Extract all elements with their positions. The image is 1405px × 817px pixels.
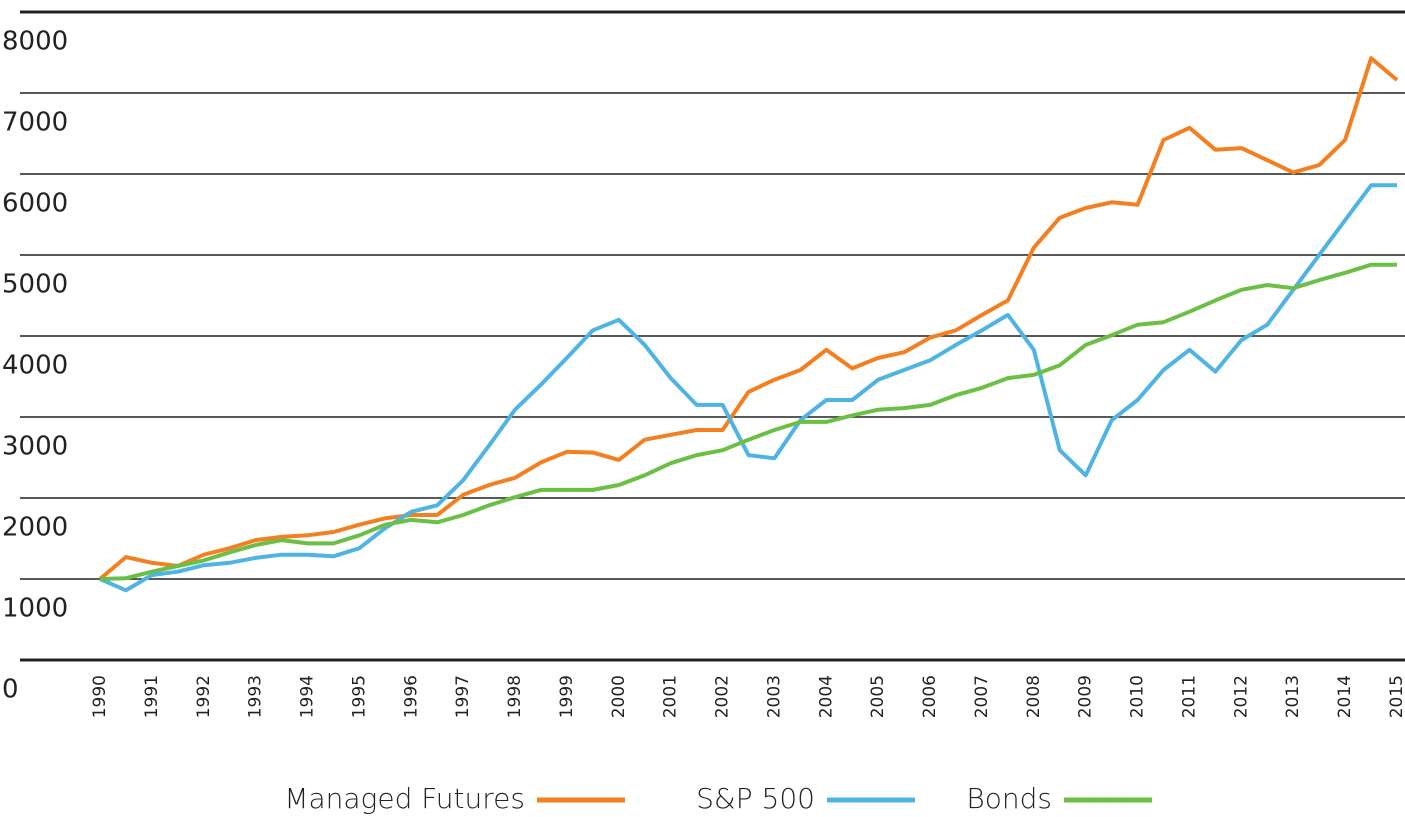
x-tick-label: 1990 bbox=[90, 675, 110, 718]
x-tick-label: 2004 bbox=[816, 675, 836, 718]
legend-label: S&P 500 bbox=[696, 782, 815, 815]
x-tick-label: 2014 bbox=[1335, 675, 1355, 718]
x-tick-label: 2012 bbox=[1231, 675, 1251, 718]
x-tick-label: 2006 bbox=[920, 675, 940, 718]
x-tick-label: 2010 bbox=[1128, 675, 1148, 718]
legend-label: Bonds bbox=[966, 782, 1052, 815]
x-tick-label: 1994 bbox=[298, 675, 318, 718]
series-line bbox=[98, 56, 1399, 581]
y-tick-label: 3000 bbox=[2, 432, 68, 462]
x-tick-label: 1991 bbox=[142, 675, 162, 718]
x-tick-label: 2008 bbox=[1024, 675, 1044, 718]
x-tick-label: 2011 bbox=[1179, 675, 1199, 718]
x-tick-label: 1998 bbox=[505, 675, 525, 718]
x-tick-label: 2002 bbox=[713, 675, 733, 718]
x-tick-label: 2013 bbox=[1283, 675, 1303, 718]
y-tick-label: 5000 bbox=[2, 270, 68, 300]
y-tick-label: 6000 bbox=[2, 189, 68, 219]
y-tick-label: 4000 bbox=[2, 351, 68, 381]
x-tick-label: 1996 bbox=[401, 675, 421, 718]
x-tick-label: 2007 bbox=[972, 675, 992, 718]
y-tick-label: 1000 bbox=[2, 594, 68, 624]
x-tick-label: 1995 bbox=[349, 675, 369, 718]
x-tick-label: 2005 bbox=[868, 675, 888, 718]
x-tick-label: 2000 bbox=[609, 675, 629, 718]
x-tick-label: 2015 bbox=[1387, 675, 1405, 718]
x-tick-label: 1993 bbox=[246, 675, 266, 718]
y-tick-label: 2000 bbox=[2, 513, 68, 543]
x-tick-label: 2003 bbox=[764, 675, 784, 718]
x-tick-label: 1992 bbox=[194, 675, 214, 718]
x-tick-label: 2009 bbox=[1076, 675, 1096, 718]
series-line bbox=[99, 262, 1397, 581]
legend-label: Managed Futures bbox=[284, 782, 525, 815]
y-tick-label: 7000 bbox=[2, 108, 68, 138]
x-tick-label: 1997 bbox=[453, 675, 473, 718]
series-line bbox=[99, 183, 1397, 593]
y-tick-label: 0 bbox=[2, 675, 19, 705]
x-tick-label: 1999 bbox=[557, 675, 577, 718]
y-tick-label: 8000 bbox=[2, 27, 68, 57]
x-tick-label: 2001 bbox=[661, 675, 681, 718]
